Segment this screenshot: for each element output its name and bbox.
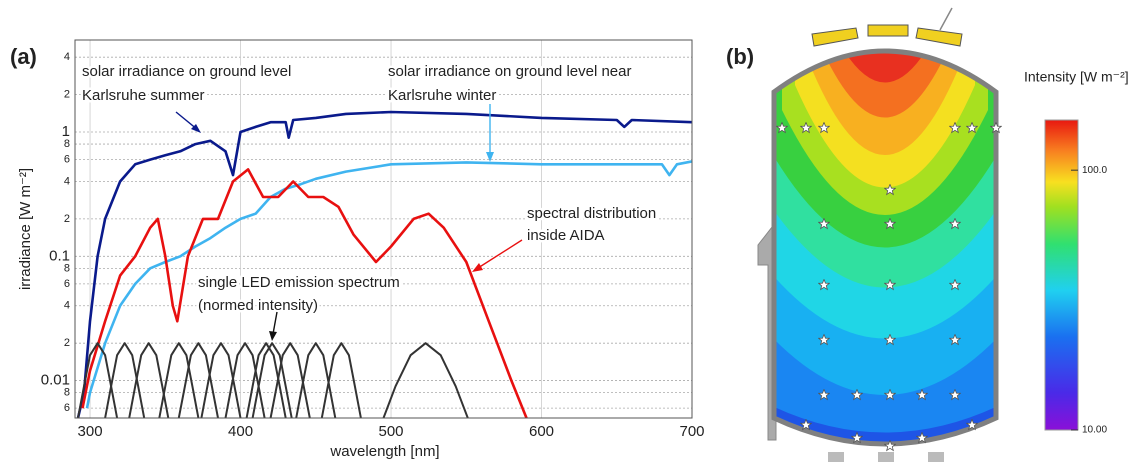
series-line <box>85 160 692 409</box>
lamp <box>811 27 859 47</box>
series-line <box>251 342 293 418</box>
series-line <box>128 342 170 418</box>
y-tick-label: 6 <box>64 278 70 290</box>
contours <box>774 51 996 444</box>
series-line <box>76 110 692 418</box>
foot <box>828 452 844 462</box>
arrow-head <box>486 152 494 162</box>
colorbar-tick-label: 100.0 <box>1082 165 1107 176</box>
annotation: solar irradiance on ground level <box>82 63 291 80</box>
series-line <box>81 168 528 418</box>
x-tick-label: 300 <box>78 423 103 440</box>
arrow <box>272 311 278 335</box>
plot-frame <box>74 39 693 419</box>
series-line <box>158 342 200 418</box>
arrow <box>477 239 523 269</box>
arrow-head <box>269 331 277 341</box>
series-line <box>295 342 337 418</box>
lamp <box>867 24 909 37</box>
colorbar <box>1044 119 1079 431</box>
y-tick-label: 4 <box>64 51 70 63</box>
y-axis-label: irradiance [W m⁻²] <box>17 168 34 290</box>
x-axis-label: wavelength [nm] <box>329 443 439 460</box>
pole <box>939 7 953 31</box>
series-line <box>245 342 287 418</box>
arrow-head <box>472 263 483 272</box>
y-tick-label: 2 <box>64 337 70 349</box>
arrow-head <box>191 124 201 133</box>
x-tick-label: 700 <box>679 423 704 440</box>
y-tick-label: 0.01 <box>41 372 70 389</box>
colorbar-ticks: 100.0 10.00 <box>1071 165 1107 436</box>
series-line <box>382 342 469 418</box>
annotation: solar irradiance on ground level near <box>388 63 631 80</box>
series-line <box>320 342 362 418</box>
y-tick-label: 4 <box>64 300 70 312</box>
y-tick-label: 8 <box>64 138 70 150</box>
annotation: single LED emission spectrum <box>198 274 400 291</box>
lamp <box>915 27 963 47</box>
y-tick-label: 0.1 <box>49 247 70 264</box>
series-line <box>177 342 219 418</box>
series-line <box>200 342 242 418</box>
y-tick-label: 1 <box>62 123 70 140</box>
arrows <box>175 104 523 341</box>
y-tick-label: 6 <box>64 402 70 414</box>
y-tick-label: 4 <box>64 175 70 187</box>
panel-label: (b) <box>726 44 754 69</box>
annotation: spectral distribution <box>527 205 656 222</box>
panel-label: (a) <box>10 44 37 69</box>
x-tick-label: 400 <box>228 423 253 440</box>
annotation: Karlsruhe winter <box>388 87 496 104</box>
colorbar-title: Intensity [W m⁻²] <box>1024 69 1129 85</box>
x-tick-label: 500 <box>379 423 404 440</box>
foot <box>928 452 944 462</box>
foot <box>878 452 894 462</box>
y-tick-label: 2 <box>64 213 70 225</box>
annotation: (normed intensity) <box>198 297 318 314</box>
colorbar-tick-label: 10.00 <box>1082 425 1107 436</box>
y-tick-label: 8 <box>64 262 70 274</box>
vessel-outline <box>771 48 999 447</box>
x-tick-label: 600 <box>529 423 554 440</box>
series-line <box>269 342 311 418</box>
vessel-drawing <box>757 7 1002 462</box>
annotation: inside AIDA <box>527 227 605 244</box>
series-line <box>104 342 146 418</box>
y-tick-label: 6 <box>64 153 70 165</box>
y-tick-label: 2 <box>64 89 70 101</box>
y-tick-label: 8 <box>64 387 70 399</box>
annotation: Karlsruhe summer <box>82 87 205 104</box>
series-lines <box>76 110 692 418</box>
